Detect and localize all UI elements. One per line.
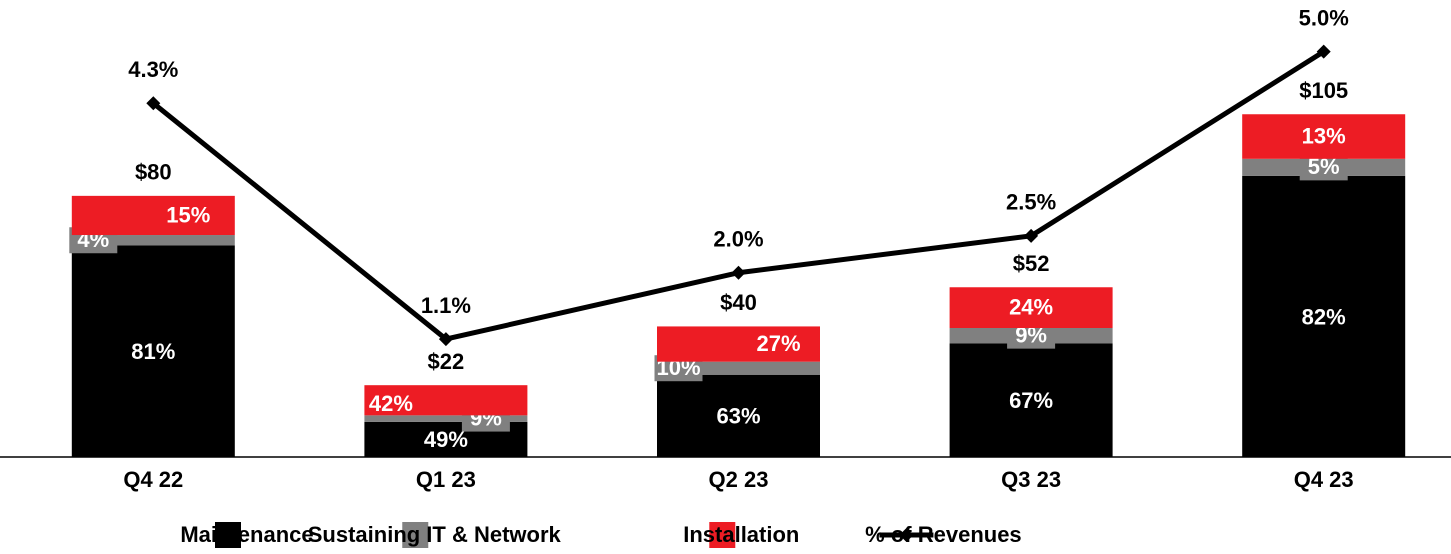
bar-segment	[1242, 114, 1406, 159]
total-label: $52	[1013, 251, 1050, 276]
legend-swatch	[402, 522, 429, 548]
line-marker	[146, 96, 161, 111]
total-label: $105	[1299, 78, 1348, 103]
bar-segment	[949, 287, 1113, 328]
total-label: $80	[135, 160, 172, 185]
data-label: 42%	[369, 391, 413, 416]
data-label: 63%	[716, 404, 760, 429]
data-label: 81%	[131, 339, 175, 364]
bar-segment	[71, 235, 235, 246]
data-label: 49%	[424, 427, 468, 452]
x-tick-label: Q1 23	[416, 467, 476, 492]
total-label: $22	[428, 349, 465, 374]
x-tick-label: Q4 23	[1294, 467, 1354, 492]
line-marker	[438, 332, 453, 347]
bar-segment	[364, 415, 528, 422]
data-label: 82%	[1302, 304, 1346, 329]
data-label: 15%	[166, 202, 210, 227]
bar-segment	[657, 374, 820, 457]
data-label: 24%	[1009, 294, 1053, 319]
bar-segment	[71, 245, 235, 457]
data-label: 27%	[756, 331, 800, 356]
x-tick-label: Q2 23	[709, 467, 769, 492]
line-label: 2.0%	[713, 227, 763, 252]
legend-swatch	[899, 528, 914, 542]
legend-label: Installation	[683, 522, 799, 547]
line-label: 4.3%	[128, 57, 178, 82]
line-label: 1.1%	[421, 293, 471, 318]
bar-segment	[364, 385, 528, 416]
bar-segment	[1242, 175, 1406, 457]
legend-swatch	[215, 522, 241, 548]
line-marker	[1316, 44, 1331, 59]
legend-swatch	[709, 522, 736, 548]
line-marker	[731, 265, 746, 280]
x-tick-label: Q3 23	[1001, 467, 1061, 492]
bar-segment	[657, 326, 820, 362]
legend-label: Sustaining IT & Network	[308, 522, 562, 547]
legend-label: Maintenance	[180, 522, 313, 547]
line-label: 2.5%	[1006, 190, 1056, 215]
bar-segment	[949, 343, 1113, 457]
data-label: 67%	[1009, 388, 1053, 413]
x-tick-label: Q4 22	[123, 467, 183, 492]
total-label: $40	[720, 290, 757, 315]
data-label: 13%	[1302, 123, 1346, 148]
bar-segment	[71, 195, 235, 236]
line-marker	[1024, 228, 1039, 243]
line-label: 5.0%	[1299, 5, 1349, 30]
legend-label: % of Revenues	[865, 522, 1022, 547]
